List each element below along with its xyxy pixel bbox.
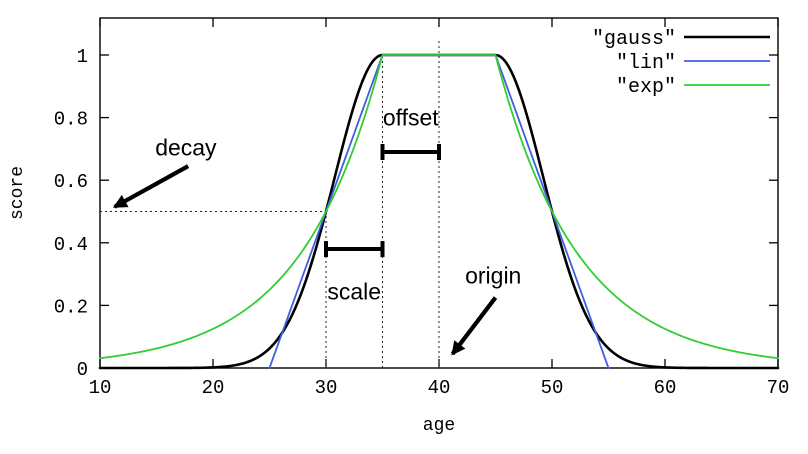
x-tick-label: 20 — [202, 377, 225, 399]
annotation-decay: decay — [155, 134, 217, 160]
legend-label-exp: "exp" — [616, 76, 676, 99]
annotation-labels: offset scale decay origin — [155, 105, 521, 305]
guide-lines — [100, 39, 440, 368]
arrow-decay — [112, 164, 190, 209]
x-tick-label: 60 — [654, 377, 677, 399]
y-axis-title: score — [8, 166, 28, 220]
legend-label-lin: "lin" — [616, 52, 676, 75]
x-tick-label: 10 — [89, 377, 112, 399]
curve-exp — [99, 54, 779, 360]
y-tick-label: 1 — [77, 46, 88, 68]
annotation-origin: origin — [465, 263, 521, 289]
x-axis-title: age — [423, 416, 455, 436]
annotation-scale: scale — [327, 278, 381, 304]
y-tick-label: 0 — [77, 359, 88, 381]
y-tick-label: 0.6 — [54, 171, 88, 193]
y-tick-label: 0.2 — [54, 296, 88, 318]
brackets — [324, 144, 441, 258]
legend: "gauss" "lin" "exp" — [592, 28, 770, 99]
y-tick-label: 0.4 — [54, 234, 88, 256]
annotation-offset: offset — [383, 105, 439, 131]
x-tick-label: 70 — [767, 377, 790, 399]
legend-entry-lin: "lin" — [616, 52, 770, 75]
axis-ticks: 10 20 30 40 50 60 70 0 0.2 0.4 0.6 0.8 1 — [54, 18, 790, 399]
arrow-origin — [450, 296, 498, 356]
y-tick-label: 0.8 — [54, 109, 88, 131]
x-tick-label: 30 — [315, 377, 338, 399]
x-tick-label: 50 — [541, 377, 564, 399]
x-tick-label: 40 — [428, 377, 451, 399]
arrows — [112, 164, 498, 356]
legend-label-gauss: "gauss" — [592, 28, 676, 51]
curves — [98, 53, 780, 370]
legend-entry-exp: "exp" — [616, 76, 770, 99]
legend-entry-gauss: "gauss" — [592, 28, 770, 51]
